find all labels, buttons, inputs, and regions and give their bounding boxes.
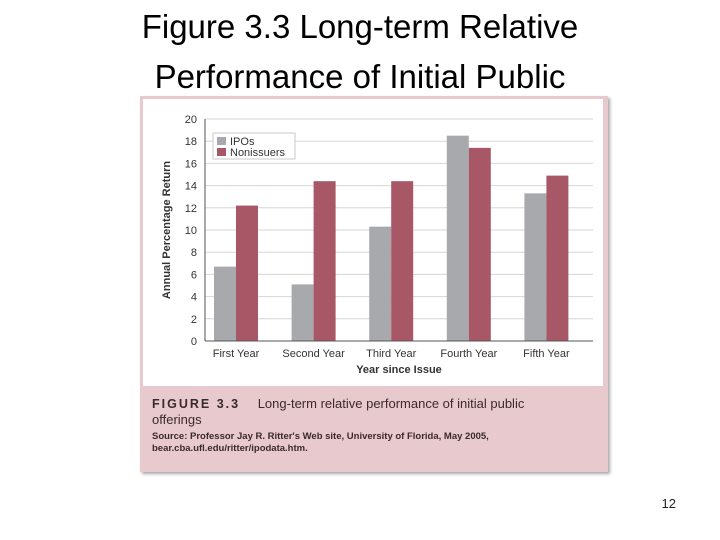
slide-title: Figure 3.3 Long-term Relative Performanc… (0, 2, 720, 102)
x-axis-title: Year since Issue (356, 364, 442, 376)
bar (446, 135, 469, 341)
bar (313, 181, 336, 341)
caption-text-line-1: Long-term relative performance of initia… (257, 396, 525, 411)
slide-title-line-1: Figure 3.3 Long-term Relative (141, 8, 579, 45)
y-tick-label: 12 (185, 203, 197, 215)
y-tick-label: 8 (191, 247, 197, 259)
y-tick-label: 14 (185, 181, 197, 193)
x-tick-label: Second Year (282, 348, 345, 360)
caption-source: Source: Professor Jay R. Ritter's Web si… (152, 431, 489, 454)
y-tick-label: 0 (191, 336, 197, 348)
x-tick-label: Fifth Year (523, 348, 570, 360)
bar (236, 205, 258, 341)
page-number: 12 (661, 496, 676, 511)
bar (369, 226, 392, 341)
y-tick-label: 16 (185, 158, 197, 170)
figure-caption: FIGURE 3.3 Long-term relative performanc… (152, 396, 592, 455)
chart-panel: 0 2 4 6 8 10 12 14 16 18 20 First Year Second Year Th… (143, 99, 603, 386)
legend-label: Nonissuers (230, 147, 286, 159)
y-tick-label: 2 (191, 314, 197, 326)
y-tick-label: 4 (191, 292, 197, 304)
y-tick-label: 10 (185, 225, 197, 237)
bar (524, 193, 547, 341)
x-tick-label: First Year (213, 348, 260, 360)
y-tick-label: 18 (185, 136, 197, 148)
bar (214, 266, 236, 341)
y-tick-label: 20 (185, 114, 197, 126)
bar (546, 175, 569, 341)
legend-box (212, 132, 296, 160)
bar-chart: 0 2 4 6 8 10 12 14 16 18 20 First Year Second Year Th… (161, 114, 593, 376)
axes: 0 2 4 6 8 10 12 14 16 18 20 First Year Second Year Th… (161, 114, 593, 376)
legend-swatch (217, 148, 226, 156)
bar (468, 147, 491, 341)
x-tick-label: Third Year (366, 348, 416, 360)
legend-label: IPOs (230, 136, 255, 148)
y-axis-title: Annual Percentage Return (161, 161, 173, 299)
x-tick-label: Fourth Year (440, 348, 497, 360)
figure-card: 0 2 4 6 8 10 12 14 16 18 20 First Year Second Year Th… (140, 96, 608, 472)
slide-title-line-2: Performance of Initial Public (154, 58, 566, 95)
bar (391, 181, 414, 341)
bar (291, 284, 314, 341)
figure-label: FIGURE 3.3 (152, 397, 241, 411)
legend-swatch (217, 137, 226, 145)
bars (214, 135, 569, 341)
y-tick-label: 6 (191, 269, 197, 281)
caption-text-line-2: offerings (152, 412, 202, 427)
